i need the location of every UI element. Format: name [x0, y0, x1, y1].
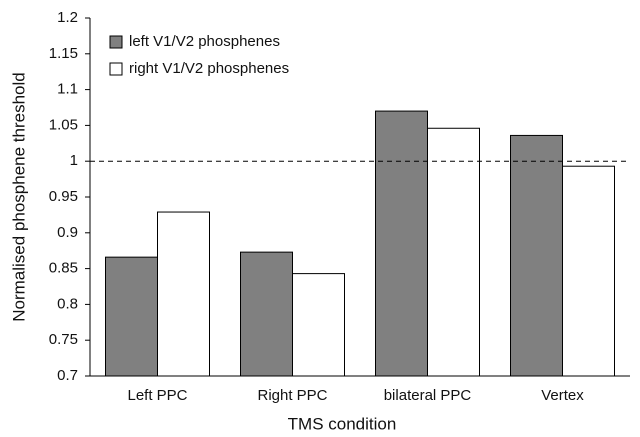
- x-tick-label: Vertex: [541, 387, 584, 404]
- legend-label: right V1/V2 phosphenes: [129, 60, 289, 77]
- x-tick-label: Right PPC: [257, 387, 327, 404]
- y-tick-label: 1.05: [49, 116, 78, 133]
- y-tick-label: 0.75: [49, 331, 78, 348]
- y-tick-label: 0.85: [49, 260, 78, 277]
- y-tick-label: 1.15: [49, 45, 78, 62]
- x-tick-label: bilateral PPC: [384, 387, 472, 404]
- y-tick-label: 0.95: [49, 188, 78, 205]
- y-axis-label: Normalised phosphene threshold: [9, 72, 28, 322]
- x-axis-label: TMS condition: [288, 414, 397, 433]
- legend-swatch: [109, 62, 123, 76]
- bar: [510, 134, 563, 377]
- y-tick-label: 1.2: [57, 9, 78, 26]
- y-tick-label: 1.1: [57, 81, 78, 98]
- bar: [105, 256, 158, 377]
- y-tick-label: 0.8: [57, 295, 78, 312]
- legend-swatch: [109, 35, 123, 49]
- legend-label: left V1/V2 phosphenes: [129, 33, 280, 50]
- y-tick-label: 0.9: [57, 224, 78, 241]
- bar: [427, 127, 480, 377]
- y-tick-label: 1: [70, 152, 78, 169]
- bar: [292, 273, 345, 377]
- x-tick-label: Left PPC: [127, 387, 187, 404]
- y-tick-label: 0.7: [57, 367, 78, 384]
- bar: [375, 110, 428, 377]
- bar: [157, 211, 210, 377]
- bar: [240, 251, 293, 377]
- bar: [562, 165, 615, 377]
